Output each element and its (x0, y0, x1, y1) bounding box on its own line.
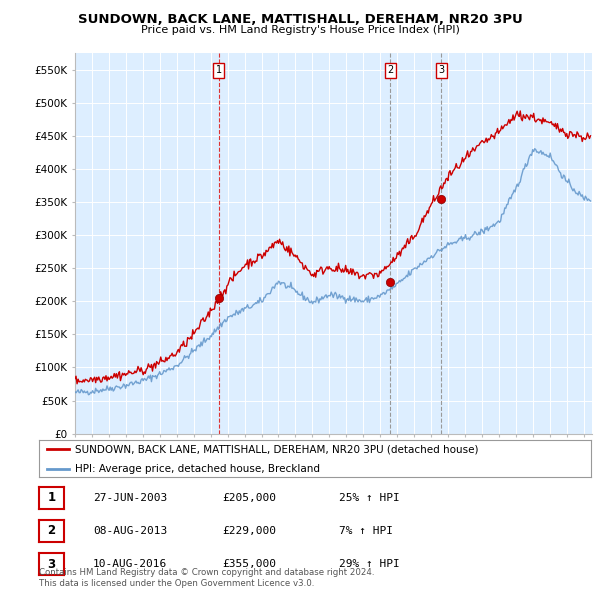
Text: £355,000: £355,000 (222, 559, 276, 569)
Text: SUNDOWN, BACK LANE, MATTISHALL, DEREHAM, NR20 3PU (detached house): SUNDOWN, BACK LANE, MATTISHALL, DEREHAM,… (75, 444, 478, 454)
Text: 08-AUG-2013: 08-AUG-2013 (93, 526, 167, 536)
Text: 25% ↑ HPI: 25% ↑ HPI (339, 493, 400, 503)
Text: Price paid vs. HM Land Registry's House Price Index (HPI): Price paid vs. HM Land Registry's House … (140, 25, 460, 35)
Text: 2: 2 (47, 525, 56, 537)
Text: 27-JUN-2003: 27-JUN-2003 (93, 493, 167, 503)
Text: £229,000: £229,000 (222, 526, 276, 536)
Text: 3: 3 (439, 65, 445, 75)
Text: 1: 1 (216, 65, 222, 75)
Text: 29% ↑ HPI: 29% ↑ HPI (339, 559, 400, 569)
Text: Contains HM Land Registry data © Crown copyright and database right 2024.
This d: Contains HM Land Registry data © Crown c… (39, 568, 374, 588)
Text: SUNDOWN, BACK LANE, MATTISHALL, DEREHAM, NR20 3PU: SUNDOWN, BACK LANE, MATTISHALL, DEREHAM,… (77, 13, 523, 26)
Text: 3: 3 (47, 558, 56, 571)
Text: 1: 1 (47, 491, 56, 504)
Text: HPI: Average price, detached house, Breckland: HPI: Average price, detached house, Brec… (75, 464, 320, 474)
Text: 7% ↑ HPI: 7% ↑ HPI (339, 526, 393, 536)
Text: £205,000: £205,000 (222, 493, 276, 503)
Text: 2: 2 (387, 65, 394, 75)
Text: 10-AUG-2016: 10-AUG-2016 (93, 559, 167, 569)
